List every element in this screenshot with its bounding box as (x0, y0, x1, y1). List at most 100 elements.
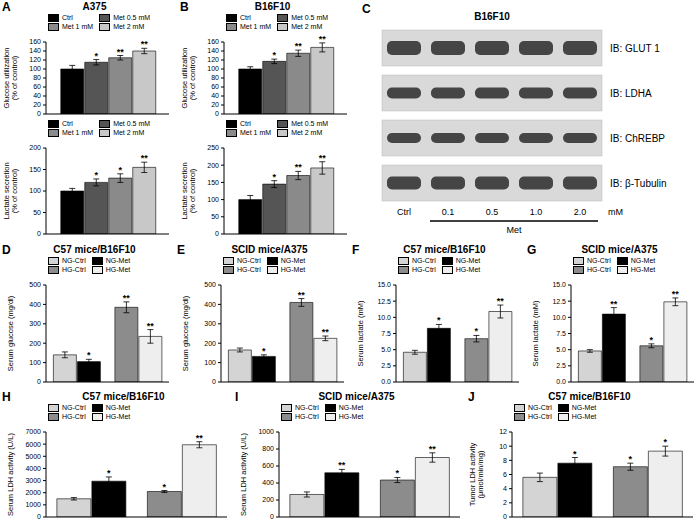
svg-text:200: 200 (29, 340, 41, 347)
svg-text:0.5: 0.5 (486, 207, 499, 217)
svg-text:100: 100 (29, 187, 41, 194)
svg-text:Serum glucose (mg/dl): Serum glucose (mg/dl) (8, 295, 15, 371)
svg-text:800: 800 (262, 445, 274, 452)
svg-text:600: 600 (262, 462, 274, 469)
svg-text:C: C (362, 2, 371, 16)
svg-text:7000: 7000 (25, 428, 41, 435)
svg-text:**: ** (196, 433, 204, 443)
svg-text:1000: 1000 (258, 428, 274, 435)
svg-text:*: * (573, 449, 577, 459)
svg-text:0.0: 0.0 (556, 378, 566, 385)
svg-text:20: 20 (211, 101, 219, 108)
svg-text:150: 150 (207, 179, 219, 186)
svg-text:**: ** (117, 47, 125, 57)
svg-text:5.0: 5.0 (556, 346, 566, 353)
svg-text:0: 0 (270, 513, 274, 520)
svg-text:80: 80 (211, 74, 219, 81)
svg-text:0.1: 0.1 (442, 207, 455, 217)
svg-text:(μmol/min/mg): (μmol/min/mg) (476, 450, 485, 499)
svg-text:5000: 5000 (25, 453, 41, 460)
svg-text:7.5: 7.5 (556, 330, 566, 337)
svg-text:*: * (629, 454, 633, 464)
svg-text:0: 0 (215, 110, 219, 117)
svg-text:60: 60 (211, 83, 219, 90)
svg-text:**: ** (319, 34, 327, 44)
svg-text:6000: 6000 (25, 441, 41, 448)
svg-text:250: 250 (207, 144, 219, 151)
svg-text:50: 50 (211, 213, 219, 220)
svg-text:400: 400 (262, 479, 274, 486)
svg-text:**: ** (429, 444, 437, 454)
svg-text:**: ** (295, 162, 303, 172)
svg-text:5.0: 5.0 (381, 346, 391, 353)
svg-text:(% of control): (% of control) (188, 168, 197, 213)
svg-text:IB: LDHA: IB: LDHA (610, 88, 652, 99)
svg-text:**: ** (610, 299, 618, 309)
svg-text:*: * (87, 350, 91, 360)
svg-text:80: 80 (33, 74, 41, 81)
svg-text:**: ** (672, 289, 680, 299)
svg-text:40: 40 (33, 92, 41, 99)
svg-text:160: 160 (207, 38, 219, 45)
svg-text:**: ** (322, 327, 330, 337)
svg-text:20: 20 (33, 101, 41, 108)
svg-text:12.5: 12.5 (552, 298, 566, 305)
svg-text:**: ** (295, 41, 303, 51)
svg-text:Serum glucose (mg/dl): Serum glucose (mg/dl) (181, 295, 190, 371)
svg-text:0: 0 (215, 230, 219, 237)
svg-text:2.5: 2.5 (556, 362, 566, 369)
svg-text:4000: 4000 (25, 465, 41, 472)
svg-text:8: 8 (503, 457, 507, 464)
svg-text:mM: mM (608, 207, 623, 217)
svg-text:120: 120 (29, 56, 41, 63)
svg-text:IB: ChREBP: IB: ChREBP (610, 133, 665, 144)
svg-text:120: 120 (207, 56, 219, 63)
svg-text:400: 400 (29, 301, 41, 308)
svg-text:IB: GLUT 1: IB: GLUT 1 (610, 43, 660, 54)
svg-text:*: * (95, 51, 99, 61)
svg-text:3000: 3000 (25, 477, 41, 484)
svg-text:50: 50 (33, 209, 41, 216)
svg-text:7.5: 7.5 (381, 330, 391, 337)
svg-text:*: * (119, 165, 123, 175)
svg-text:2: 2 (503, 499, 507, 506)
svg-text:100: 100 (29, 65, 41, 72)
svg-text:200: 200 (29, 144, 41, 151)
svg-text:0: 0 (503, 513, 507, 520)
svg-text:40: 40 (211, 92, 219, 99)
svg-text:100: 100 (204, 359, 216, 366)
svg-text:*: * (475, 326, 479, 336)
svg-text:0: 0 (37, 513, 41, 520)
svg-text:IB: β-Tubulin: IB: β-Tubulin (610, 178, 667, 189)
svg-text:*: * (163, 482, 167, 492)
svg-text:0: 0 (37, 378, 41, 385)
svg-text:0.0: 0.0 (381, 378, 391, 385)
svg-text:10.0: 10.0 (377, 314, 391, 321)
svg-text:2000: 2000 (25, 489, 41, 496)
svg-text:*: * (95, 170, 99, 180)
svg-text:150: 150 (29, 166, 41, 173)
svg-text:100: 100 (207, 65, 219, 72)
svg-text:300: 300 (204, 320, 216, 327)
svg-text:(% of control): (% of control) (188, 55, 197, 100)
svg-text:*: * (437, 315, 441, 325)
svg-text:140: 140 (29, 47, 41, 54)
svg-text:140: 140 (207, 47, 219, 54)
svg-text:**: ** (123, 293, 131, 303)
svg-text:2.0: 2.0 (574, 207, 587, 217)
svg-text:1.0: 1.0 (530, 207, 543, 217)
svg-text:60: 60 (33, 83, 41, 90)
svg-text:(% of control): (% of control) (10, 55, 19, 100)
svg-text:12.5: 12.5 (377, 298, 391, 305)
svg-text:**: ** (298, 290, 306, 300)
svg-text:Serum lactate (mM): Serum lactate (mM) (531, 300, 540, 366)
svg-text:*: * (273, 172, 277, 182)
svg-text:12: 12 (499, 428, 507, 435)
svg-text:Serum LDH activity (U/L): Serum LDH activity (U/L) (239, 433, 248, 516)
svg-text:Ctrl: Ctrl (397, 207, 411, 217)
svg-text:500: 500 (204, 281, 216, 288)
svg-text:4: 4 (503, 485, 507, 492)
svg-text:B16F10: B16F10 (474, 11, 510, 22)
svg-text:10: 10 (499, 443, 507, 450)
svg-text:**: ** (497, 296, 505, 306)
